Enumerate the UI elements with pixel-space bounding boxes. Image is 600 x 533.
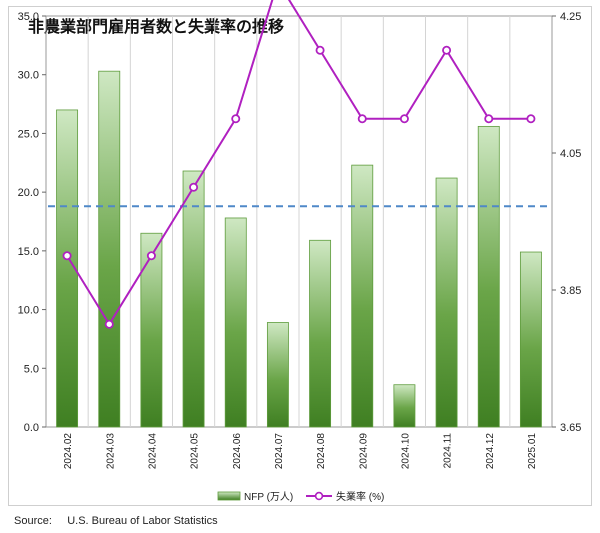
left-tick-label: 25.0 xyxy=(18,128,39,140)
chart-title: 非農業部門雇用者数と失業率の推移 xyxy=(28,17,284,36)
unemployment-point xyxy=(104,319,114,329)
unemployment-point xyxy=(231,114,241,124)
x-tick-label: 2024.10 xyxy=(400,433,411,470)
source-note: Source: U.S. Bureau of Labor Statistics xyxy=(14,515,218,527)
x-tick-label: 2024.04 xyxy=(147,433,158,470)
left-tick-label: 5.0 xyxy=(24,363,39,375)
left-tick-label: 15.0 xyxy=(18,246,39,258)
left-tick-label: 20.0 xyxy=(18,187,39,199)
right-tick-label: 4.25 xyxy=(560,11,581,23)
x-tick-label: 2024.11 xyxy=(443,433,454,469)
x-tick-label: 2024.03 xyxy=(105,433,116,470)
x-tick-label: 2024.08 xyxy=(316,433,327,470)
x-tick-label: 2024.12 xyxy=(485,433,496,470)
unemployment-point xyxy=(315,45,325,55)
nfp-bar xyxy=(224,217,247,428)
nfp-bar xyxy=(309,239,332,428)
nfp-bar xyxy=(56,109,79,428)
legend-bar-label: NFP (万人) xyxy=(244,491,293,503)
nfp-bar xyxy=(140,232,163,428)
x-tick-label: 2024.06 xyxy=(232,433,243,470)
nfp-bar xyxy=(98,70,121,428)
unemployment-point xyxy=(399,114,409,124)
nfp-bar xyxy=(182,170,205,428)
legend-line-label: 失業率 (%) xyxy=(336,490,384,503)
nfp-bar xyxy=(435,177,458,428)
left-tick-label: 0.0 xyxy=(24,422,39,434)
legend-line-marker xyxy=(314,491,324,501)
right-tick-label: 3.85 xyxy=(560,285,581,297)
unemployment-line xyxy=(66,0,531,327)
right-tick-label: 3.65 xyxy=(560,422,581,434)
unemployment-point xyxy=(484,114,494,124)
x-tick-label: 2024.05 xyxy=(190,433,201,470)
nfp-bar xyxy=(477,125,500,428)
nfp-bar xyxy=(519,251,542,428)
unemployment-point xyxy=(442,45,452,55)
left-tick-label: 35.0 xyxy=(18,11,39,23)
unemployment-point xyxy=(146,251,156,261)
unemployment-point xyxy=(189,182,199,192)
nfp-bar xyxy=(351,164,374,428)
x-tick-label: 2024.02 xyxy=(63,433,74,470)
nfp-bar xyxy=(393,384,416,428)
legend-bar-swatch xyxy=(217,491,241,501)
nfp-bar xyxy=(266,322,289,428)
left-tick-label: 30.0 xyxy=(18,70,39,82)
left-tick-label: 10.0 xyxy=(18,305,39,317)
x-tick-label: 2025.01 xyxy=(527,433,538,470)
unemployment-point xyxy=(526,114,536,124)
x-tick-label: 2024.09 xyxy=(358,433,369,470)
unemployment-point xyxy=(357,114,367,124)
x-tick-label: 2024.07 xyxy=(274,433,285,470)
right-tick-label: 4.05 xyxy=(560,148,581,160)
unemployment-point xyxy=(62,251,72,261)
